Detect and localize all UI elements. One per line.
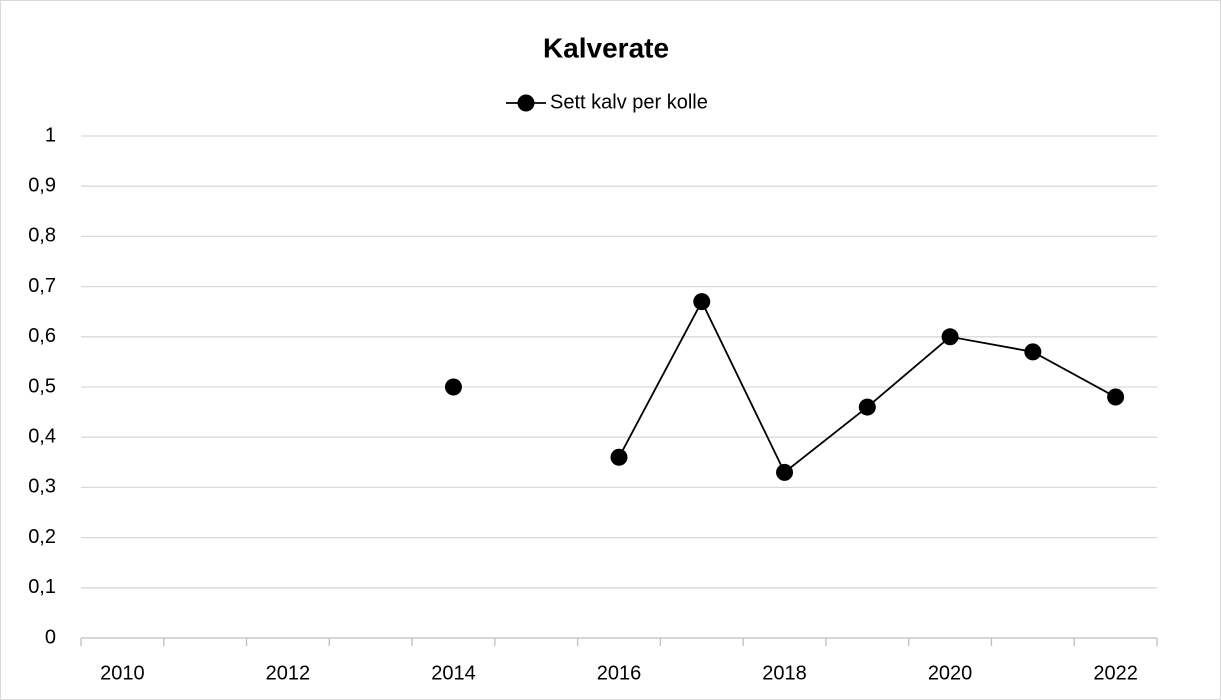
y-tick-label: 0,8 [28, 225, 56, 247]
y-tick-label: 0,3 [28, 476, 56, 498]
point [1024, 343, 1042, 361]
y-tick-label: 0,1 [28, 576, 56, 598]
y-tick-label: 0,6 [28, 325, 56, 347]
y-tick-label: 0,7 [28, 275, 56, 297]
y-tick-label: 0,5 [28, 375, 56, 397]
x-tick-label: 2010 [100, 662, 145, 684]
chart-title: Kalverate [543, 32, 669, 63]
point [858, 398, 876, 416]
x-tick-label: 2018 [762, 662, 807, 684]
point [941, 328, 959, 346]
y-tick-label: 0,9 [28, 174, 56, 196]
x-tick-label: 2014 [431, 662, 476, 684]
x-tick-label: 2020 [928, 662, 973, 684]
x-tick-label: 2012 [266, 662, 311, 684]
legend-marker [517, 94, 535, 112]
x-tick-label: 2016 [597, 662, 642, 684]
y-tick-label: 0 [45, 626, 56, 648]
point [610, 448, 628, 466]
y-tick-label: 0,4 [28, 425, 56, 447]
x-tick-label: 2022 [1093, 662, 1138, 684]
point [444, 378, 462, 396]
point [776, 463, 794, 481]
legend-label: Sett kalv per kolle [550, 91, 708, 113]
point [693, 293, 711, 311]
y-tick-label: 1 [45, 124, 56, 146]
point [1107, 388, 1125, 406]
y-tick-label: 0,2 [28, 526, 56, 548]
